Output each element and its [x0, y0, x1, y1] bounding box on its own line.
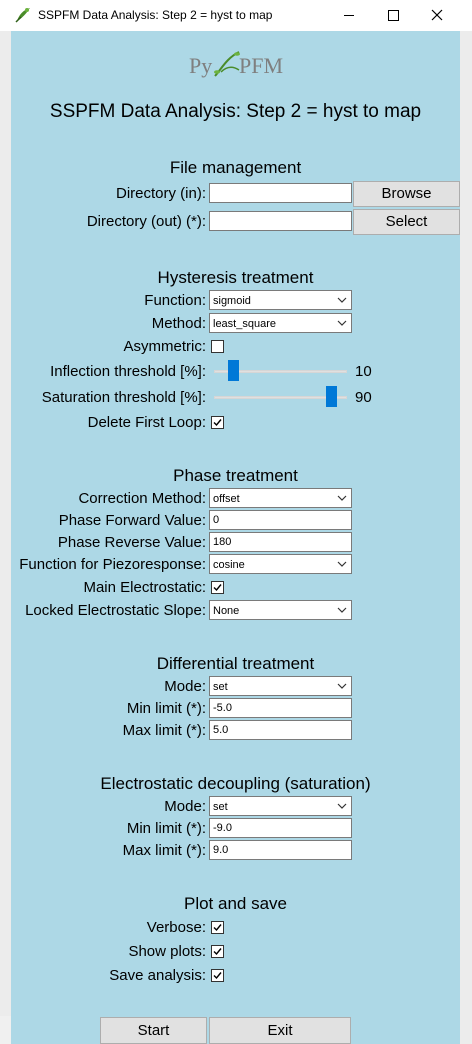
maximize-button[interactable] [370, 0, 416, 31]
chevron-down-icon [337, 495, 347, 501]
saturation-label: Saturation threshold [%]: [41, 389, 206, 406]
correction-method-value: offset [213, 493, 240, 505]
show-plots-checkbox[interactable] [211, 945, 224, 958]
dir-out-input[interactable] [209, 211, 352, 231]
pfm-leaf-icon [14, 6, 32, 24]
diff-mode-select[interactable]: set [209, 676, 352, 696]
elec-max-input[interactable] [209, 840, 352, 860]
minimize-icon [344, 15, 354, 16]
piezo-function-label: Function for Piezoresponse: [19, 556, 206, 573]
function-label: Function: [144, 292, 206, 309]
dir-out-label: Directory (out) (*): [86, 213, 206, 230]
page-title: SSPFM Data Analysis: Step 2 = hyst to ma… [49, 101, 422, 122]
verbose-label: Verbose: [146, 919, 206, 936]
logo-left-text: Py [189, 53, 212, 78]
chevron-down-icon [337, 297, 347, 303]
phase-forward-input[interactable] [209, 510, 352, 530]
delete-first-loop-label: Delete First Loop: [87, 414, 206, 431]
chevron-down-icon [337, 561, 347, 567]
section-phase: Phase treatment [173, 466, 298, 485]
elec-min-input[interactable] [209, 818, 352, 838]
asymmetric-label: Asymmetric: [123, 338, 207, 355]
checkmark-icon [213, 584, 222, 592]
chevron-down-icon [337, 803, 347, 809]
maximize-icon [388, 10, 399, 21]
correction-method-select[interactable]: offset [209, 488, 352, 508]
section-differential: Differential treatment [156, 654, 315, 673]
elec-min-label: Min limit (*): [126, 820, 206, 837]
function-value: sigmoid [213, 295, 251, 307]
diff-max-input[interactable] [209, 720, 352, 740]
phase-forward-label: Phase Forward Value: [58, 512, 206, 529]
elec-mode-label: Mode: [164, 798, 206, 815]
dir-in-label: Directory (in): [115, 185, 206, 202]
inflection-slider[interactable] [214, 370, 347, 373]
method-value: least_square [213, 318, 276, 330]
browse-button[interactable]: Browse [353, 181, 460, 207]
elec-mode-select[interactable]: set [209, 796, 352, 816]
title-bar: SSPFM Data Analysis: Step 2 = hyst to ma… [0, 0, 472, 31]
window-border [0, 1016, 11, 1044]
logo-right-text: PFM [239, 53, 283, 78]
method-label: Method: [151, 315, 206, 332]
minimize-button[interactable] [326, 0, 372, 31]
section-hysteresis: Hysteresis treatment [157, 268, 314, 287]
elec-max-label: Max limit (*): [122, 842, 206, 859]
inflection-slider-handle[interactable] [228, 360, 240, 381]
diff-mode-value: set [213, 681, 228, 693]
dir-in-input[interactable] [209, 183, 352, 203]
section-plot-save: Plot and save [183, 894, 287, 913]
saturation-slider-handle[interactable] [325, 386, 337, 407]
chevron-down-icon [337, 607, 347, 613]
checkmark-icon [213, 972, 222, 980]
save-analysis-checkbox[interactable] [211, 969, 224, 982]
checkmark-icon [213, 419, 222, 427]
pypfm-logo: Py PFM [187, 46, 287, 82]
checkmark-icon [213, 924, 222, 932]
checkmark-icon [213, 948, 222, 956]
asymmetric-checkbox[interactable] [211, 340, 224, 353]
piezo-function-select[interactable]: cosine [209, 554, 352, 574]
chevron-down-icon [337, 320, 347, 326]
phase-reverse-label: Phase Reverse Value: [57, 534, 206, 551]
inflection-value: 10 [355, 363, 372, 380]
delete-first-loop-checkbox[interactable] [211, 416, 224, 429]
elec-mode-value: set [213, 801, 228, 813]
save-analysis-label: Save analysis: [109, 967, 206, 984]
exit-button[interactable]: Exit [209, 1017, 351, 1044]
locked-slope-label: Locked Electrostatic Slope: [25, 602, 206, 619]
locked-slope-value: None [213, 605, 240, 617]
close-icon [431, 9, 443, 21]
correction-method-label: Correction Method: [78, 490, 206, 507]
chevron-down-icon [337, 683, 347, 689]
phase-reverse-input[interactable] [209, 532, 352, 552]
method-select[interactable]: least_square [209, 313, 352, 333]
piezo-function-value: cosine [213, 559, 245, 571]
diff-mode-label: Mode: [164, 678, 206, 695]
diff-min-label: Min limit (*): [126, 700, 206, 717]
close-button[interactable] [414, 0, 460, 31]
app-body: Py PFM SSPFM Data Analysis: Step 2 = hys… [11, 31, 460, 1044]
saturation-slider[interactable] [214, 396, 347, 399]
section-file-management: File management [169, 158, 302, 177]
select-button[interactable]: Select [353, 209, 460, 235]
show-plots-label: Show plots: [128, 943, 206, 960]
function-select[interactable]: sigmoid [209, 290, 352, 310]
verbose-checkbox[interactable] [211, 921, 224, 934]
main-electrostatic-label: Main Electrostatic: [83, 579, 206, 596]
inflection-label: Inflection threshold [%]: [50, 363, 206, 380]
diff-max-label: Max limit (*): [122, 722, 206, 739]
locked-slope-select[interactable]: None [209, 600, 352, 620]
saturation-value: 90 [355, 389, 372, 406]
start-button[interactable]: Start [100, 1017, 207, 1044]
diff-min-input[interactable] [209, 698, 352, 718]
window-title: SSPFM Data Analysis: Step 2 = hyst to ma… [38, 8, 273, 22]
section-electrostatic: Electrostatic decoupling (saturation) [100, 774, 371, 793]
main-electrostatic-checkbox[interactable] [211, 581, 224, 594]
